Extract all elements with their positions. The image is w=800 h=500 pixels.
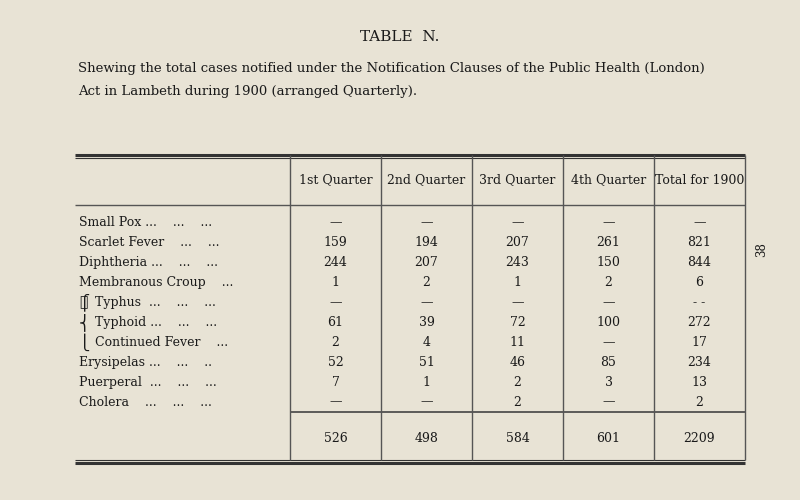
Text: —: —: [420, 296, 433, 309]
Text: 159: 159: [324, 236, 347, 250]
Text: —: —: [694, 216, 706, 230]
Text: 51: 51: [418, 356, 434, 369]
Text: 207: 207: [506, 236, 530, 250]
Text: 261: 261: [597, 236, 621, 250]
Text: Erysipelas ...    ...    ..: Erysipelas ... ... ..: [79, 356, 212, 369]
Text: Typhoid ...    ...    ...: Typhoid ... ... ...: [95, 316, 217, 329]
Text: 244: 244: [323, 256, 347, 269]
Text: —: —: [420, 396, 433, 408]
Text: 85: 85: [601, 356, 617, 369]
Text: 1: 1: [422, 376, 430, 388]
Text: - -: - -: [694, 296, 706, 309]
Text: —: —: [602, 396, 614, 408]
Text: —: —: [602, 216, 614, 230]
Text: —: —: [330, 216, 342, 230]
Text: —: —: [602, 336, 614, 349]
Text: 2: 2: [331, 336, 339, 349]
Text: Membranous Croup    ...: Membranous Croup ...: [79, 276, 234, 289]
Text: 38: 38: [755, 242, 769, 258]
Text: 194: 194: [414, 236, 438, 250]
Text: —: —: [330, 296, 342, 309]
Text: 207: 207: [414, 256, 438, 269]
Text: 7: 7: [331, 376, 339, 388]
Text: —: —: [330, 396, 342, 408]
Text: Act in Lambeth during 1900 (arranged Quarterly).: Act in Lambeth during 1900 (arranged Qua…: [78, 85, 417, 98]
Text: Continued Fever    ...: Continued Fever ...: [95, 336, 228, 349]
Text: —: —: [602, 296, 614, 309]
Text: 52: 52: [328, 356, 343, 369]
Text: 39: 39: [418, 316, 434, 329]
Text: 1: 1: [514, 276, 522, 289]
Text: Cholera    ...    ...    ...: Cholera ... ... ...: [79, 396, 212, 408]
Text: Puerperal  ...    ...    ...: Puerperal ... ... ...: [79, 376, 217, 388]
Text: —: —: [511, 216, 524, 230]
Text: 13: 13: [691, 376, 707, 388]
Text: 272: 272: [688, 316, 711, 329]
Text: 100: 100: [597, 316, 621, 329]
Text: 6: 6: [695, 276, 703, 289]
Text: 234: 234: [687, 356, 711, 369]
Text: 498: 498: [414, 432, 438, 444]
Text: Diphtheria ...    ...    ...: Diphtheria ... ... ...: [79, 256, 218, 269]
Text: 2: 2: [695, 396, 703, 408]
Text: 2: 2: [605, 276, 613, 289]
Text: ⎨: ⎨: [79, 314, 90, 332]
Text: 2209: 2209: [684, 432, 715, 444]
Text: 526: 526: [324, 432, 347, 444]
Text: 821: 821: [687, 236, 711, 250]
Text: Small Pox ...    ...    ...: Small Pox ... ... ...: [79, 216, 212, 230]
Text: 2: 2: [514, 396, 522, 408]
Text: —: —: [511, 296, 524, 309]
Text: 601: 601: [597, 432, 621, 444]
Text: 3: 3: [605, 376, 613, 388]
Text: 4: 4: [422, 336, 430, 349]
Text: 1: 1: [331, 276, 339, 289]
Text: 2: 2: [422, 276, 430, 289]
Text: Typhus  ...    ...    ...: Typhus ... ... ...: [95, 296, 216, 309]
Text: 1st Quarter: 1st Quarter: [298, 174, 372, 186]
Text: 584: 584: [506, 432, 530, 444]
Text: TABLE  N.: TABLE N.: [360, 30, 440, 44]
Text: 243: 243: [506, 256, 530, 269]
Text: Shewing the total cases notified under the Notification Clauses of the Public He: Shewing the total cases notified under t…: [78, 62, 705, 75]
Text: 150: 150: [597, 256, 621, 269]
Text: 11: 11: [510, 336, 526, 349]
Text: ⎧: ⎧: [79, 294, 90, 312]
Text: 61: 61: [327, 316, 343, 329]
Text: 4th Quarter: 4th Quarter: [571, 174, 646, 186]
Text: 3rd Quarter: 3rd Quarter: [479, 174, 556, 186]
Text: 17: 17: [691, 336, 707, 349]
Text: ⎩: ⎩: [79, 334, 90, 351]
Text: 46: 46: [510, 356, 526, 369]
Text: 2: 2: [514, 376, 522, 388]
Text: 2nd Quarter: 2nd Quarter: [387, 174, 466, 186]
Text: ⟈: ⟈: [79, 296, 87, 310]
Text: —: —: [420, 216, 433, 230]
Text: Total for 1900: Total for 1900: [655, 174, 744, 186]
Text: 844: 844: [687, 256, 711, 269]
Text: 72: 72: [510, 316, 526, 329]
Text: Scarlet Fever    ...    ...: Scarlet Fever ... ...: [79, 236, 219, 250]
